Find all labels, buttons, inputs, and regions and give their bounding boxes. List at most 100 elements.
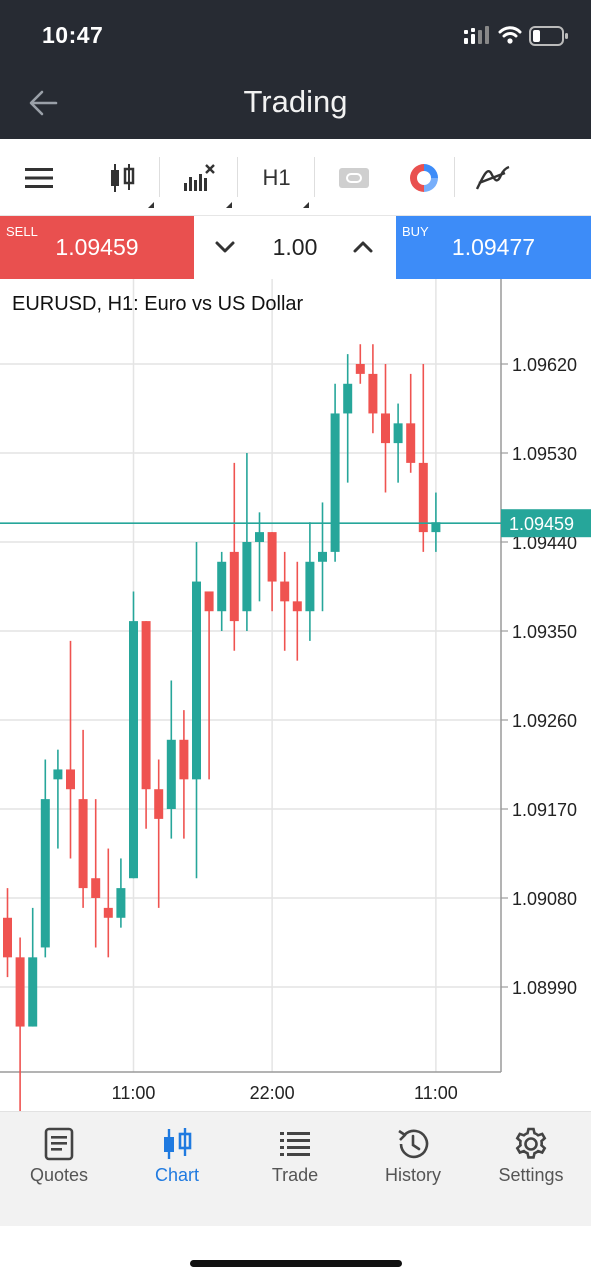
candle-body: [292, 601, 302, 612]
nav-label: History: [384, 1165, 441, 1185]
candle-body: [40, 799, 50, 948]
link-button[interactable]: [315, 139, 393, 216]
current-price-badge: [501, 509, 591, 538]
app-header: Trading: [0, 68, 591, 139]
candle-body: [381, 413, 390, 444]
y-tick-label: 1.09440: [512, 533, 577, 553]
candle-body: [343, 383, 353, 414]
candle-body: [15, 957, 25, 1027]
status-bar: 10:47: [0, 0, 591, 68]
candle-body: [229, 551, 239, 622]
settings-icon: [515, 1127, 547, 1159]
chart-toolbar: H1: [0, 139, 591, 216]
timeframe-button[interactable]: H1: [238, 139, 315, 216]
candle-body: [166, 739, 176, 809]
hamburger-icon: [25, 167, 53, 188]
buy-button[interactable]: BUY 1.09477: [396, 216, 591, 279]
nav-label: Quotes: [29, 1165, 89, 1185]
home-indicator: [190, 1260, 402, 1267]
history-icon: [398, 1129, 429, 1159]
candle-body: [103, 907, 113, 918]
battery-icon: [529, 26, 568, 46]
current-price-label: 1.09459: [509, 514, 574, 534]
candle-body: [28, 957, 38, 1027]
candle-body: [242, 542, 252, 612]
status-time: 10:47: [42, 22, 104, 48]
candle-body: [255, 532, 264, 542]
y-tick-label: 1.09080: [512, 889, 577, 909]
nav-settings[interactable]: Settings: [472, 1112, 590, 1212]
candle-body: [204, 591, 214, 612]
color-theme-button[interactable]: [393, 139, 455, 216]
dropdown-indicator: [303, 202, 309, 208]
timeframe-label: H1: [262, 164, 291, 190]
chevron-down-icon[interactable]: [212, 234, 238, 260]
candle-body: [91, 878, 101, 898]
candle-body: [418, 462, 428, 533]
volume-value[interactable]: 1.00: [272, 234, 318, 260]
candle-body: [53, 769, 63, 780]
page-title: Trading: [243, 84, 348, 119]
drawing-tools-button[interactable]: [455, 139, 531, 216]
candle-body: [318, 551, 327, 562]
candlestick-chart[interactable]: 1.09620 1.09530 1.09440 1.09350 1.09260 1.091…: [0, 279, 591, 1111]
signal-icon: [464, 26, 489, 44]
drawing-tools-icon: [475, 165, 510, 190]
candle-body: [355, 364, 365, 374]
color-wheel-icon: [410, 163, 438, 192]
indicators-icon: [184, 163, 215, 191]
candle-body: [393, 423, 403, 444]
chart-title: EURUSD, H1: Euro vs US Dollar: [12, 293, 304, 315]
candle-body: [217, 561, 227, 612]
candlestick-icon: [111, 163, 135, 192]
nav-chart[interactable]: Chart: [118, 1112, 236, 1212]
nav-quotes[interactable]: Quotes: [0, 1112, 118, 1212]
candle-body: [3, 917, 12, 958]
sell-price: 1.09459: [55, 234, 139, 260]
candle-body: [129, 621, 138, 879]
y-tick-label: 1.09620: [512, 355, 577, 375]
candle-body: [141, 621, 151, 790]
trade-icon: [280, 1132, 310, 1156]
sell-button[interactable]: SELL 1.09459: [0, 216, 194, 279]
x-tick-label: 11:00: [414, 1083, 458, 1103]
nav-label: Trade: [271, 1165, 319, 1185]
y-tick-label: 1.09530: [512, 444, 577, 464]
menu-button[interactable]: [0, 139, 78, 216]
nav-history[interactable]: History: [354, 1112, 472, 1212]
volume-selector: 1.00: [194, 216, 396, 279]
candle-body: [192, 581, 201, 780]
nav-label: Settings: [498, 1165, 564, 1185]
candle-body: [368, 373, 378, 414]
x-tick-label: 22:00: [250, 1083, 295, 1103]
sell-label: SELL: [6, 224, 38, 239]
chart-type-button[interactable]: [84, 139, 160, 216]
indicators-button[interactable]: [160, 139, 238, 216]
candle-body: [179, 739, 189, 780]
candle-body: [66, 769, 75, 790]
candle-body: [154, 789, 164, 819]
nav-trade[interactable]: Trade: [236, 1112, 354, 1212]
chevron-up-icon[interactable]: [350, 234, 376, 260]
trade-bar: SELL 1.09459 1.00 BUY 1.09477: [0, 216, 591, 279]
candle-body: [431, 522, 441, 533]
candle-body: [116, 888, 126, 918]
candle-body: [330, 413, 340, 552]
home-indicator-area: [0, 1226, 591, 1280]
chart-icon: [164, 1128, 192, 1159]
y-tick-label: 1.09350: [512, 622, 577, 642]
x-tick-label: 11:00: [112, 1083, 156, 1103]
y-tick-label: 1.08990: [512, 978, 577, 998]
price-chart[interactable]: 1.09620 1.09530 1.09440 1.09350 1.09260 1.091…: [0, 279, 591, 1111]
back-arrow-icon[interactable]: [26, 86, 62, 120]
candle-body: [406, 423, 416, 463]
candle-body: [78, 799, 88, 889]
y-tick-label: 1.09170: [512, 800, 577, 820]
quotes-icon: [44, 1127, 74, 1161]
y-tick-label: 1.09260: [512, 711, 577, 731]
dropdown-indicator: [148, 202, 154, 208]
candle-body: [280, 581, 290, 602]
nav-label: Chart: [154, 1165, 199, 1185]
buy-price: 1.09477: [451, 234, 536, 260]
candle-body: [305, 561, 315, 612]
